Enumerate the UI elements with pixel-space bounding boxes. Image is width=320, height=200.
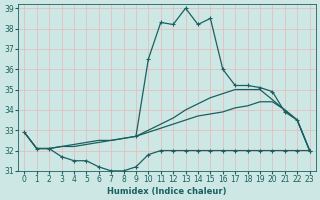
X-axis label: Humidex (Indice chaleur): Humidex (Indice chaleur) bbox=[107, 187, 227, 196]
